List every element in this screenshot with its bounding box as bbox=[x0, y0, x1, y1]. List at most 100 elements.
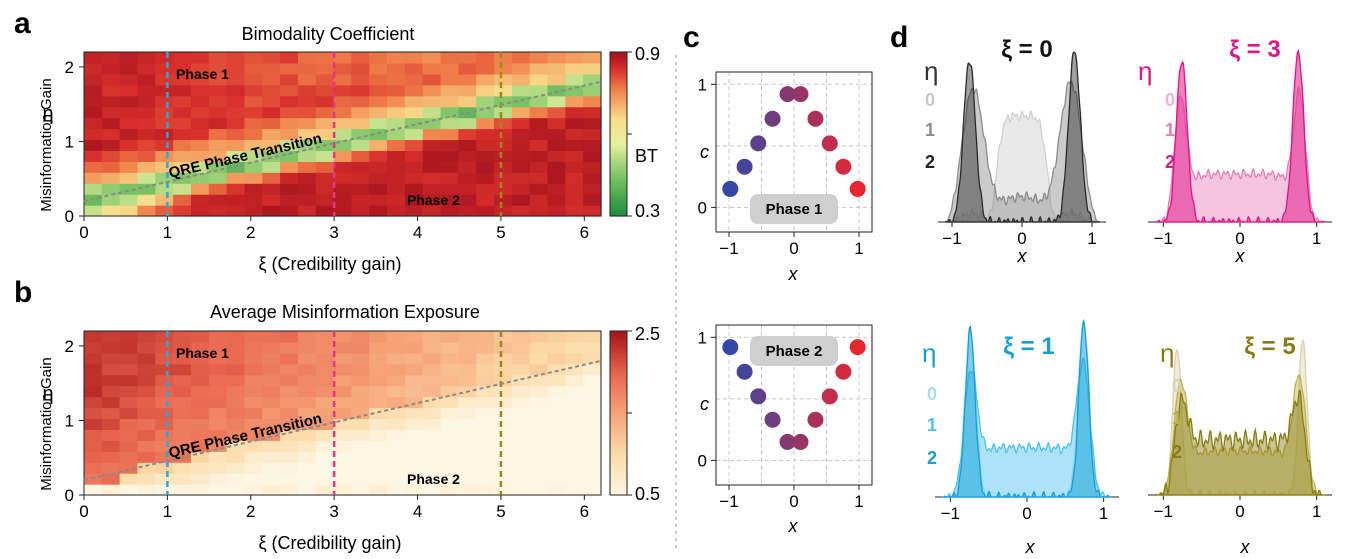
heatmap-cell bbox=[583, 62, 602, 75]
heatmap-cell bbox=[476, 352, 495, 365]
colorbar-segment bbox=[610, 363, 627, 368]
colorbar-segment bbox=[610, 188, 627, 192]
heatmap-cell bbox=[404, 385, 424, 398]
heatmap-cell bbox=[244, 128, 263, 141]
heatmap-cell bbox=[583, 84, 602, 97]
heatmap-cell bbox=[351, 385, 370, 398]
colorbar-segment bbox=[610, 374, 627, 379]
heatmap-cell bbox=[351, 205, 370, 217]
heatmap-cell bbox=[422, 385, 442, 398]
heatmap-cell bbox=[101, 407, 121, 420]
heatmap-cell bbox=[155, 73, 174, 86]
heatmap-cell bbox=[404, 117, 424, 130]
heatmap-cell bbox=[244, 407, 263, 420]
heatmap-cell bbox=[297, 484, 317, 496]
heatmap-cell bbox=[190, 84, 210, 97]
heatmap-cell bbox=[297, 73, 317, 86]
panel-d-xi1-title: ξ = 1 bbox=[1003, 333, 1054, 360]
heatmap-cell bbox=[583, 128, 602, 141]
heatmap-cell bbox=[583, 396, 602, 409]
heatmap-cell bbox=[422, 418, 442, 430]
colorbar-segment bbox=[610, 481, 627, 485]
x-tick-label: 1 bbox=[163, 223, 172, 242]
heatmap-cell bbox=[84, 462, 103, 474]
colorbar-segment bbox=[610, 155, 627, 160]
scatter-point bbox=[821, 388, 838, 405]
heatmap-cell bbox=[280, 341, 299, 354]
heatmap-cell bbox=[226, 117, 246, 130]
heatmap-cell bbox=[226, 62, 246, 75]
heatmap-cell bbox=[476, 128, 495, 141]
heatmap-cell bbox=[494, 484, 513, 496]
heatmap-cell bbox=[369, 440, 388, 452]
heatmap-cell bbox=[565, 150, 584, 162]
heatmap-cell bbox=[440, 363, 459, 376]
heatmap-cell bbox=[404, 73, 424, 86]
y-tick-label: 0 bbox=[698, 198, 707, 217]
heatmap-cell bbox=[119, 374, 139, 387]
heatmap-cell bbox=[440, 396, 459, 409]
heatmap-cell bbox=[297, 418, 317, 430]
panel-d-xi1-xlabel: x bbox=[1025, 537, 1036, 557]
heatmap-cell bbox=[351, 418, 370, 430]
heatmap-cell bbox=[583, 73, 602, 86]
colorbar-segment bbox=[610, 369, 627, 373]
heatmap-cell bbox=[155, 331, 174, 343]
colorbar-segment bbox=[610, 117, 627, 121]
heatmap-cell bbox=[422, 341, 442, 354]
heatmap-cell bbox=[583, 484, 602, 496]
heatmap-cell bbox=[422, 484, 442, 496]
heatmap-cell bbox=[244, 205, 263, 217]
heatmap-cell bbox=[529, 418, 549, 430]
heatmap-cell bbox=[440, 84, 459, 97]
heatmap-cell bbox=[476, 139, 495, 151]
heatmap-cell bbox=[208, 161, 228, 173]
heatmap-cell bbox=[226, 341, 246, 354]
heatmap-cell bbox=[333, 117, 353, 130]
heatmap-cell bbox=[101, 451, 121, 463]
heatmap-cell bbox=[547, 451, 566, 463]
transition-line bbox=[83, 80, 602, 203]
heatmap-cell bbox=[404, 352, 424, 365]
heatmap-cell bbox=[155, 396, 174, 409]
panel-c-phase2-badge bbox=[750, 336, 838, 366]
heatmap-cell bbox=[119, 84, 139, 97]
heatmap-cell bbox=[155, 418, 174, 430]
colorbar-segment bbox=[610, 202, 627, 206]
heatmap-cell bbox=[173, 128, 192, 141]
x-tick-label: 0 bbox=[789, 492, 798, 511]
heatmap-cell bbox=[547, 205, 566, 217]
panel-a-heatmap bbox=[84, 52, 602, 217]
colorbar-segment bbox=[610, 382, 627, 387]
x-tick-label: 5 bbox=[496, 223, 505, 242]
panel-a-ylabel: Misinformation Gain bbox=[38, 78, 55, 211]
heatmap-cell bbox=[244, 473, 263, 485]
heatmap-cell bbox=[137, 73, 156, 86]
heatmap-cell bbox=[565, 396, 584, 409]
heatmap-cell bbox=[458, 128, 477, 141]
heatmap-cell bbox=[190, 62, 210, 75]
heatmap-cell bbox=[511, 117, 531, 130]
y-tick-label: 2 bbox=[65, 58, 74, 77]
heatmap-cell bbox=[173, 484, 192, 496]
heatmap-cell bbox=[190, 341, 210, 354]
heatmap-cell bbox=[315, 429, 335, 441]
heatmap-cell bbox=[101, 396, 121, 409]
heatmap-cell bbox=[101, 128, 121, 141]
colorbar-segment bbox=[610, 423, 627, 428]
heatmap-cell bbox=[244, 172, 263, 184]
heatmap-cell bbox=[369, 205, 388, 217]
colorbar-segment bbox=[610, 484, 627, 488]
heatmap-cell bbox=[244, 418, 263, 430]
heatmap-cell bbox=[315, 84, 335, 97]
x-tick-label: 4 bbox=[413, 502, 422, 521]
heatmap-cell bbox=[101, 484, 121, 496]
scatter-point bbox=[779, 433, 796, 450]
panel-d-xi5-eta1: 1 bbox=[1172, 408, 1182, 428]
heatmap-cell bbox=[369, 106, 388, 119]
heatmap-cell bbox=[529, 440, 549, 452]
heatmap-cell bbox=[547, 52, 566, 64]
colorbar-segment bbox=[610, 396, 627, 400]
heatmap-cell bbox=[511, 473, 531, 485]
heatmap-cell bbox=[315, 95, 335, 108]
